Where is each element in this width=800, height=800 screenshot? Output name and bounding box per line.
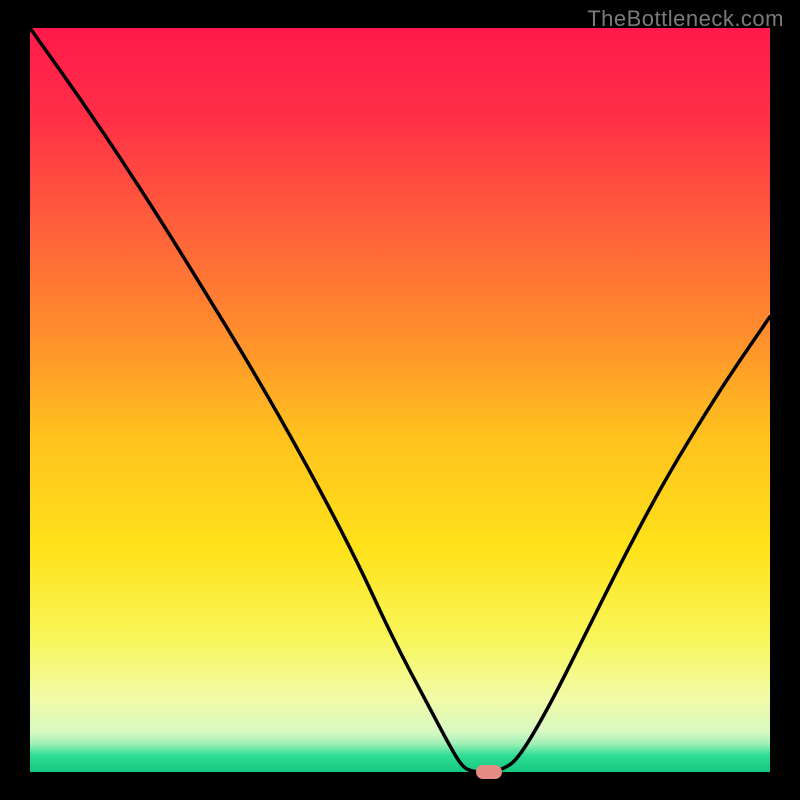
bottleneck-chart bbox=[0, 0, 800, 800]
gradient-area bbox=[30, 28, 770, 772]
watermark-text: TheBottleneck.com bbox=[587, 6, 784, 32]
optimal-point-marker bbox=[476, 765, 502, 779]
